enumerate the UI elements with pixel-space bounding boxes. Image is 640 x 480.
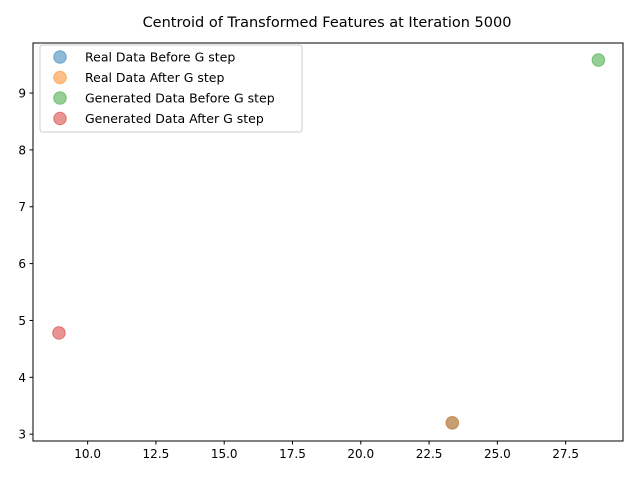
y-tick-label: 5 xyxy=(18,314,26,328)
legend-label: Real Data Before G step xyxy=(85,50,235,65)
x-tick-label: 10.0 xyxy=(74,447,101,461)
x-tick-label: 12.5 xyxy=(143,447,170,461)
x-tick-label: 22.5 xyxy=(416,447,443,461)
legend-box xyxy=(39,44,303,133)
y-tick-label: 9 xyxy=(18,87,26,101)
legend-marker xyxy=(53,111,67,126)
plot-markers xyxy=(52,53,606,430)
data-point-series-4 xyxy=(52,326,66,340)
data-point-series-3 xyxy=(591,53,606,67)
legend-label: Generated Data Before G step xyxy=(85,91,275,106)
x-tick-label: 27.5 xyxy=(552,447,579,461)
chart-title: Centroid of Transformed Features at Iter… xyxy=(143,15,512,31)
legend-marker xyxy=(53,50,67,64)
y-tick-label: 6 xyxy=(18,257,26,271)
legend-marker xyxy=(53,70,67,85)
y-tick-label: 7 xyxy=(18,200,26,214)
plot-frame xyxy=(32,42,624,442)
legend-label: Generated Data After G step xyxy=(85,111,264,126)
x-tick-label: 20.0 xyxy=(347,447,374,461)
axis-ticks: 10.0 12.5 15.0 17.5 20.0 22.5 25.0 27.5 3 4 5 6 7 8 9 xyxy=(18,87,579,461)
legend-marker xyxy=(53,91,67,105)
data-point-series-2 xyxy=(445,416,460,430)
x-tick-label: 25.0 xyxy=(484,447,511,461)
legend: Real Data Before G step Real Data After G… xyxy=(39,44,303,133)
y-tick-label: 8 xyxy=(18,143,26,157)
y-tick-label: 3 xyxy=(18,428,26,442)
y-tick-label: 4 xyxy=(18,371,26,385)
legend-label: Real Data After G step xyxy=(85,70,224,85)
x-tick-label: 17.5 xyxy=(279,447,306,461)
x-tick-label: 15.0 xyxy=(211,447,238,461)
